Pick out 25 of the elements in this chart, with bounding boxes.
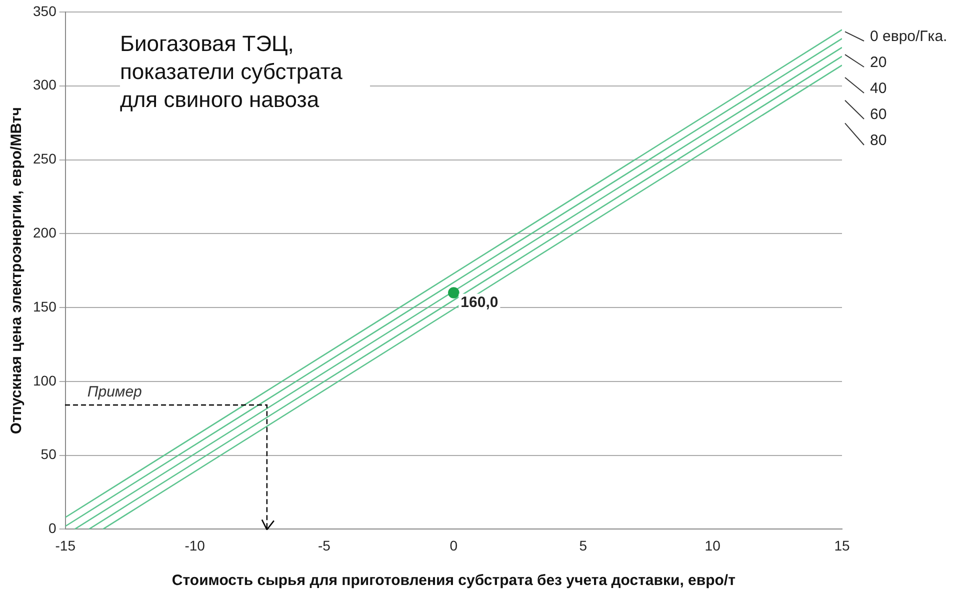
y-tick-label: 200 [33, 224, 57, 241]
y-tick-label: 100 [33, 372, 57, 388]
series-label: 0 евро/Гка. [870, 28, 948, 46]
y-tick-label: 250 [33, 150, 57, 167]
x-tick-label: 15 [834, 537, 850, 554]
data-label: 160,0 [460, 294, 498, 311]
annotation: Пример [87, 384, 142, 401]
text: 20 [870, 54, 887, 72]
y-tick-label: 150 [33, 298, 57, 314]
y-tick-label: 350 [33, 2, 57, 19]
text: 60 [870, 106, 887, 124]
x-tick-label: -5 [318, 537, 331, 554]
text: Биогазовая ТЭЦ, показатели субстрата для свиного навоза [120, 30, 370, 114]
x-axis-title: Стоимость сырья для приготовления субстрата без учета доставки, евро/т [172, 572, 736, 590]
text: 40 [870, 80, 887, 98]
text: 80 [870, 132, 887, 150]
x-tick-label: -10 [184, 537, 206, 554]
y-axis-title: Отпускная цена электроэнергии, евро/МВтч [8, 107, 26, 434]
y-tick-label: 0 [48, 520, 57, 536]
y-tick-label: 50 [40, 446, 57, 462]
x-tick-label: 5 [579, 537, 588, 554]
x-tick-label: 10 [704, 537, 721, 554]
y-tick-label: 300 [33, 76, 57, 93]
x-tick-label: -15 [55, 537, 76, 554]
x-tick-label: 0 [450, 537, 458, 554]
